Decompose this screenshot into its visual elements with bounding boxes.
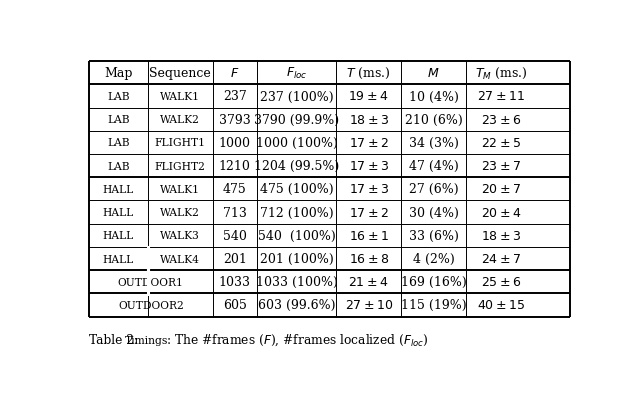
- Text: 475: 475: [223, 183, 246, 196]
- Text: 3790 (99.9%): 3790 (99.9%): [254, 113, 339, 126]
- Text: HALL: HALL: [102, 208, 134, 217]
- Text: $21 \pm 4$: $21 \pm 4$: [348, 275, 389, 288]
- Text: 27 (6%): 27 (6%): [409, 183, 458, 196]
- Text: 4 (2%): 4 (2%): [413, 252, 454, 265]
- Text: 1204 (99.5%): 1204 (99.5%): [254, 160, 339, 173]
- Text: Table 2:: Table 2:: [89, 333, 150, 346]
- Text: $27 \pm 10$: $27 \pm 10$: [344, 299, 393, 312]
- Text: HALL: HALL: [102, 184, 134, 194]
- Text: 540  (100%): 540 (100%): [258, 229, 335, 242]
- Text: 1210: 1210: [219, 160, 251, 173]
- Text: 605: 605: [223, 299, 246, 312]
- Text: $18 \pm 3$: $18 \pm 3$: [481, 229, 521, 242]
- Text: Sequence: Sequence: [149, 67, 211, 80]
- Text: WALK3: WALK3: [160, 231, 200, 241]
- Text: 201: 201: [223, 252, 246, 265]
- Text: HALL: HALL: [102, 231, 134, 241]
- Text: LAB: LAB: [107, 138, 129, 148]
- Text: 712 (100%): 712 (100%): [260, 206, 333, 219]
- Text: $17 \pm 3$: $17 \pm 3$: [349, 160, 388, 173]
- Text: $F_{loc}$: $F_{loc}$: [285, 66, 307, 81]
- Text: 34 (3%): 34 (3%): [409, 137, 459, 150]
- Text: $18 \pm 3$: $18 \pm 3$: [349, 113, 388, 126]
- Text: $23 \pm 6$: $23 \pm 6$: [481, 113, 521, 126]
- Text: $M$: $M$: [428, 67, 440, 80]
- Text: 237: 237: [223, 90, 246, 103]
- Text: 47 (4%): 47 (4%): [409, 160, 458, 173]
- Text: 1033 (100%): 1033 (100%): [255, 275, 337, 288]
- Text: 10 (4%): 10 (4%): [409, 90, 459, 103]
- Text: Timings: Timings: [125, 335, 168, 345]
- Text: $22 \pm 5$: $22 \pm 5$: [481, 137, 521, 150]
- Text: $16 \pm 8$: $16 \pm 8$: [349, 252, 389, 265]
- Text: $T$ (ms.): $T$ (ms.): [346, 66, 391, 81]
- Text: 1000: 1000: [219, 137, 251, 150]
- Text: 603 (99.6%): 603 (99.6%): [258, 299, 335, 312]
- Text: 540: 540: [223, 229, 246, 242]
- Text: 30 (4%): 30 (4%): [409, 206, 459, 219]
- Text: 3793: 3793: [219, 113, 251, 126]
- Text: FLIGHT2: FLIGHT2: [155, 161, 205, 171]
- Text: $24 \pm 7$: $24 \pm 7$: [481, 252, 521, 265]
- Text: $25 \pm 6$: $25 \pm 6$: [481, 275, 521, 288]
- Text: $19 \pm 4$: $19 \pm 4$: [348, 90, 389, 103]
- Text: $23 \pm 7$: $23 \pm 7$: [481, 160, 521, 173]
- Text: $T_M$ (ms.): $T_M$ (ms.): [475, 66, 527, 81]
- Text: WALK2: WALK2: [160, 115, 200, 125]
- Text: OUTDOOR1: OUTDOOR1: [118, 277, 184, 287]
- Text: LAB: LAB: [107, 115, 129, 125]
- Text: $16 \pm 1$: $16 \pm 1$: [349, 229, 388, 242]
- Text: WALK2: WALK2: [160, 208, 200, 217]
- Text: 1033: 1033: [219, 275, 251, 288]
- Text: $40 \pm 15$: $40 \pm 15$: [477, 299, 525, 312]
- Text: LAB: LAB: [107, 161, 129, 171]
- Text: WALK4: WALK4: [160, 254, 200, 264]
- Text: $20 \pm 7$: $20 \pm 7$: [481, 183, 521, 196]
- Text: Map: Map: [104, 67, 132, 80]
- Text: $17 \pm 2$: $17 \pm 2$: [349, 137, 388, 150]
- Text: 210 (6%): 210 (6%): [404, 113, 463, 126]
- Text: WALK1: WALK1: [160, 92, 200, 102]
- Text: $17 \pm 3$: $17 \pm 3$: [349, 183, 388, 196]
- Text: 237 (100%): 237 (100%): [260, 90, 333, 103]
- Text: FLIGHT1: FLIGHT1: [155, 138, 205, 148]
- Text: 115 (19%): 115 (19%): [401, 299, 467, 312]
- Text: : The #frames ($F$), #frames localized ($F_{loc}$): : The #frames ($F$), #frames localized (…: [166, 332, 429, 348]
- Text: LAB: LAB: [107, 92, 129, 102]
- Text: $17 \pm 2$: $17 \pm 2$: [349, 206, 388, 219]
- Text: 201 (100%): 201 (100%): [260, 252, 333, 265]
- Text: 33 (6%): 33 (6%): [409, 229, 459, 242]
- Text: $20 \pm 4$: $20 \pm 4$: [481, 206, 521, 219]
- Text: 169 (16%): 169 (16%): [401, 275, 467, 288]
- Text: $27 \pm 11$: $27 \pm 11$: [477, 90, 525, 103]
- Text: 475 (100%): 475 (100%): [260, 183, 333, 196]
- Text: OUTDOOR2: OUTDOOR2: [118, 300, 184, 310]
- Text: WALK1: WALK1: [160, 184, 200, 194]
- Text: 713: 713: [223, 206, 246, 219]
- Text: $F$: $F$: [230, 67, 239, 80]
- Text: HALL: HALL: [102, 254, 134, 264]
- Text: 1000 (100%): 1000 (100%): [255, 137, 337, 150]
